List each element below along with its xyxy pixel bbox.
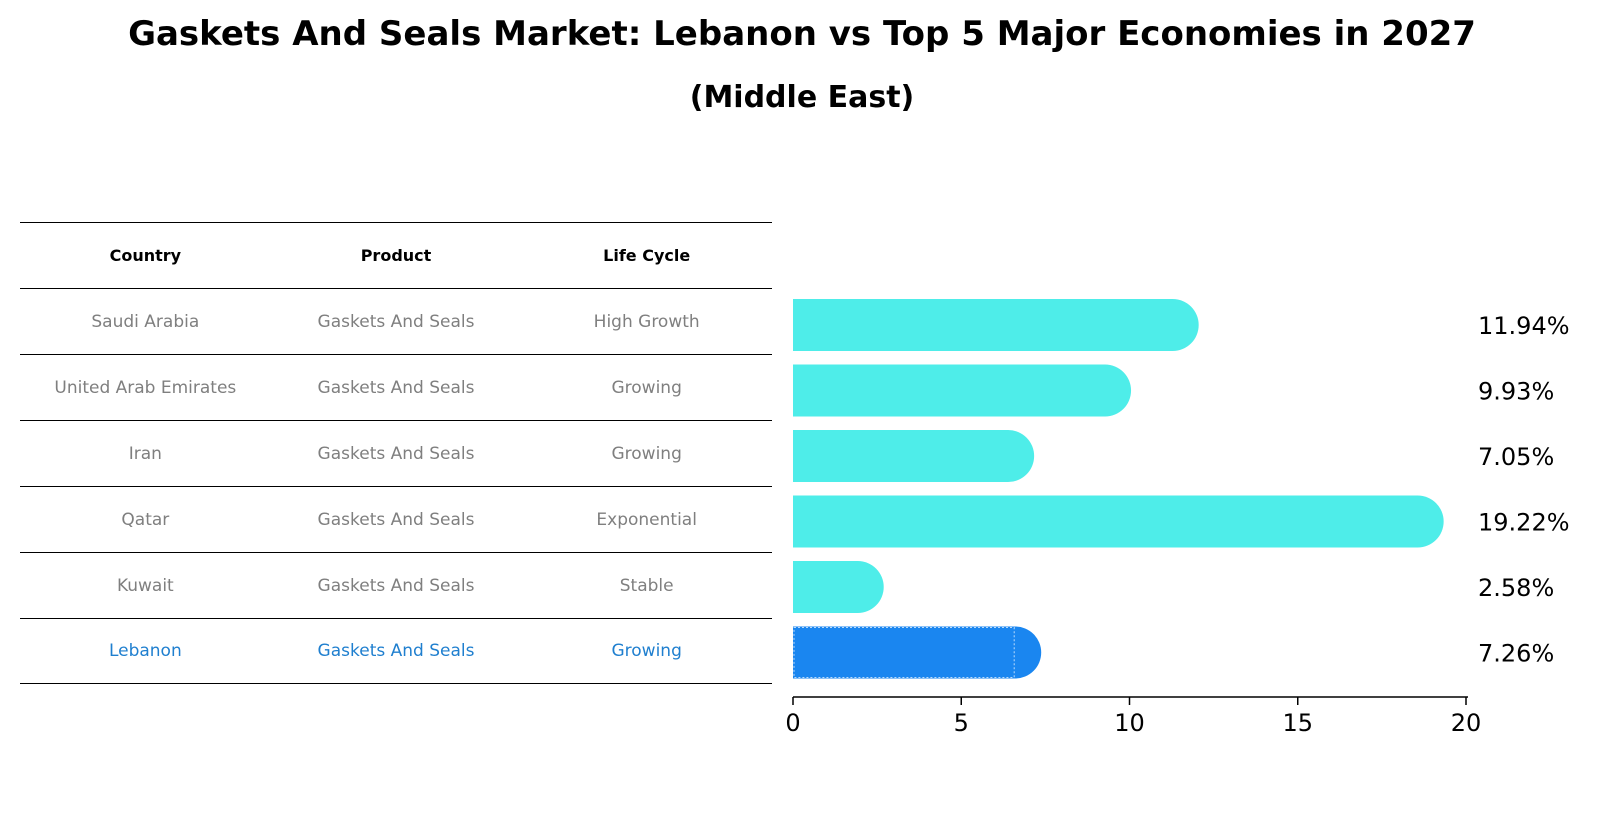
value-label: 7.26% xyxy=(1478,640,1554,668)
value-label: 11.94% xyxy=(1478,312,1570,340)
header-country: Country xyxy=(109,246,182,265)
x-tick-label: 20 xyxy=(1451,709,1482,737)
chart-subtitle: (Middle East) xyxy=(689,80,915,115)
life-cycle-cell: High Growth xyxy=(593,311,700,332)
value-label: 9.93% xyxy=(1478,378,1554,406)
table-row: United Arab Emirates Gaskets And Seals G… xyxy=(20,354,772,420)
bar-highlight-outline xyxy=(793,627,1015,678)
value-label: 2.58% xyxy=(1478,574,1554,602)
header-life-cycle: Life Cycle xyxy=(603,246,691,265)
bar-iran xyxy=(793,430,1035,482)
chart-title: Gaskets And Seals Market: Lebanon vs Top… xyxy=(128,14,1476,54)
x-tick-label: 5 xyxy=(954,709,969,737)
header-product: Product xyxy=(360,246,432,265)
x-tick-label: 15 xyxy=(1282,709,1313,737)
product-cell: Gaskets And Seals xyxy=(317,377,475,398)
value-label: 7.05% xyxy=(1478,443,1554,471)
bar-kuwait xyxy=(793,561,884,613)
x-tick-label: 10 xyxy=(1114,709,1145,737)
bar-qatar xyxy=(793,495,1444,548)
product-cell: Gaskets And Seals xyxy=(317,575,475,596)
product-cell: Gaskets And Seals xyxy=(317,311,475,332)
life-cycle-cell: Growing xyxy=(611,641,682,661)
bar-united-arab-emirates xyxy=(793,364,1132,417)
country-cell: Iran xyxy=(128,443,162,464)
data-table: Country Product Life Cycle Saudi Arabia … xyxy=(20,222,772,684)
table-row-highlighted: Lebanon Gaskets And Seals Growing xyxy=(20,618,772,684)
life-cycle-cell: Exponential xyxy=(596,509,697,530)
country-cell: Qatar xyxy=(121,509,170,530)
x-tick-label: 0 xyxy=(785,709,800,737)
table-row: Kuwait Gaskets And Seals Stable xyxy=(20,552,772,618)
table-row: Saudi Arabia Gaskets And Seals High Grow… xyxy=(20,288,772,354)
product-cell: Gaskets And Seals xyxy=(317,443,475,464)
table-row: Qatar Gaskets And Seals Exponential xyxy=(20,486,772,552)
country-cell: Kuwait xyxy=(116,575,174,596)
life-cycle-cell: Growing xyxy=(611,443,682,464)
bar-saudi-arabia xyxy=(793,299,1199,351)
country-cell: Saudi Arabia xyxy=(91,311,200,332)
table-header-row: Country Product Life Cycle xyxy=(20,222,772,288)
country-cell: Lebanon xyxy=(108,641,182,661)
product-cell: Gaskets And Seals xyxy=(317,509,475,530)
table-row: Iran Gaskets And Seals Growing xyxy=(20,420,772,486)
bar-lebanon xyxy=(793,626,1042,679)
value-label: 19.22% xyxy=(1478,509,1570,537)
life-cycle-cell: Stable xyxy=(619,575,674,596)
life-cycle-cell: Growing xyxy=(611,377,682,398)
product-cell: Gaskets And Seals xyxy=(317,641,475,661)
country-cell: United Arab Emirates xyxy=(54,377,237,398)
